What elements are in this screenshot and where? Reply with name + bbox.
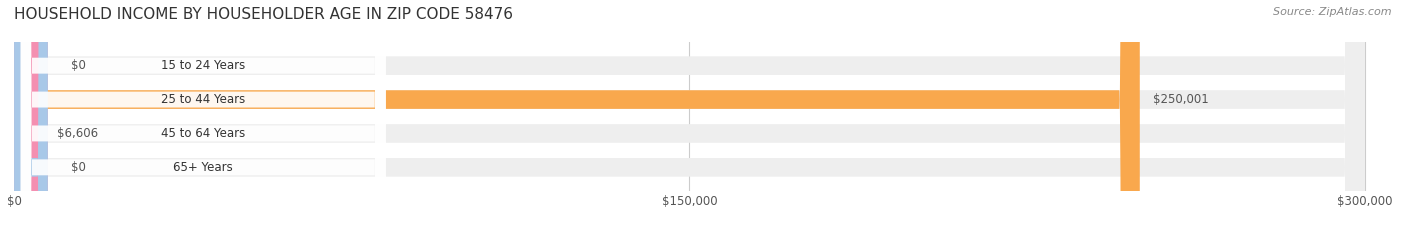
- FancyBboxPatch shape: [14, 0, 48, 233]
- FancyBboxPatch shape: [14, 0, 44, 233]
- Text: $250,001: $250,001: [1153, 93, 1209, 106]
- FancyBboxPatch shape: [21, 0, 385, 233]
- FancyBboxPatch shape: [21, 0, 385, 233]
- Text: 25 to 44 Years: 25 to 44 Years: [162, 93, 245, 106]
- FancyBboxPatch shape: [14, 0, 1365, 233]
- FancyBboxPatch shape: [21, 0, 385, 233]
- Text: 45 to 64 Years: 45 to 64 Years: [162, 127, 245, 140]
- FancyBboxPatch shape: [14, 0, 48, 233]
- Text: $6,606: $6,606: [58, 127, 98, 140]
- Text: Source: ZipAtlas.com: Source: ZipAtlas.com: [1274, 7, 1392, 17]
- Text: HOUSEHOLD INCOME BY HOUSEHOLDER AGE IN ZIP CODE 58476: HOUSEHOLD INCOME BY HOUSEHOLDER AGE IN Z…: [14, 7, 513, 22]
- Text: $0: $0: [70, 161, 86, 174]
- FancyBboxPatch shape: [14, 0, 1365, 233]
- FancyBboxPatch shape: [14, 0, 1140, 233]
- Text: 65+ Years: 65+ Years: [173, 161, 233, 174]
- FancyBboxPatch shape: [21, 0, 385, 233]
- FancyBboxPatch shape: [14, 0, 1365, 233]
- FancyBboxPatch shape: [14, 0, 1365, 233]
- Text: $0: $0: [70, 59, 86, 72]
- Text: 15 to 24 Years: 15 to 24 Years: [162, 59, 245, 72]
